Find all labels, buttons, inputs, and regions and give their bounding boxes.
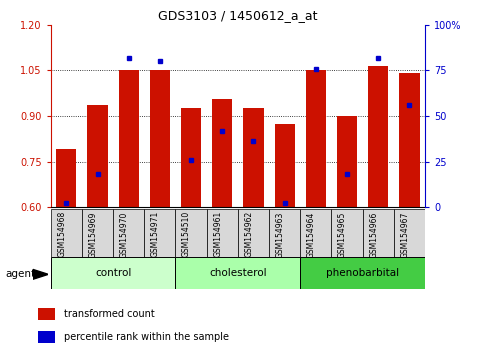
Text: GSM154966: GSM154966: [369, 211, 378, 258]
Bar: [175, 209, 207, 257]
Bar: [113, 209, 144, 257]
Polygon shape: [33, 269, 48, 279]
Bar: [306, 70, 326, 207]
Bar: [207, 209, 238, 257]
Text: GSM154968: GSM154968: [57, 211, 66, 257]
Bar: [51, 257, 175, 289]
Bar: [269, 209, 300, 257]
Text: GSM154965: GSM154965: [338, 211, 347, 258]
Bar: [368, 66, 388, 207]
Text: GSM154961: GSM154961: [213, 211, 222, 257]
Bar: [331, 209, 363, 257]
Bar: [38, 331, 55, 343]
Bar: [144, 209, 175, 257]
Bar: [56, 149, 76, 207]
Bar: [82, 209, 113, 257]
Bar: [363, 209, 394, 257]
Bar: [212, 99, 232, 207]
Bar: [238, 209, 269, 257]
Bar: [51, 209, 82, 257]
Text: percentile rank within the sample: percentile rank within the sample: [64, 332, 229, 342]
Text: phenobarbital: phenobarbital: [326, 268, 399, 278]
Text: GSM154970: GSM154970: [120, 211, 128, 258]
Text: transformed count: transformed count: [64, 309, 155, 319]
Bar: [175, 257, 300, 289]
Text: GSM154969: GSM154969: [88, 211, 98, 258]
Text: agent: agent: [6, 269, 36, 279]
Bar: [274, 124, 295, 207]
Bar: [118, 70, 139, 207]
Text: GSM154963: GSM154963: [276, 211, 284, 258]
Bar: [38, 308, 55, 320]
Bar: [243, 108, 264, 207]
Bar: [300, 209, 331, 257]
Title: GDS3103 / 1450612_a_at: GDS3103 / 1450612_a_at: [158, 9, 318, 22]
Text: GSM154962: GSM154962: [244, 211, 254, 257]
Text: cholesterol: cholesterol: [209, 268, 267, 278]
Bar: [337, 116, 357, 207]
Bar: [150, 70, 170, 207]
Text: GSM154971: GSM154971: [151, 211, 160, 257]
Bar: [87, 105, 108, 207]
Text: control: control: [95, 268, 131, 278]
Bar: [394, 209, 425, 257]
Text: GSM154510: GSM154510: [182, 211, 191, 257]
Text: GSM154964: GSM154964: [307, 211, 316, 258]
Bar: [300, 257, 425, 289]
Bar: [399, 73, 420, 207]
Bar: [181, 108, 201, 207]
Text: GSM154967: GSM154967: [400, 211, 410, 258]
